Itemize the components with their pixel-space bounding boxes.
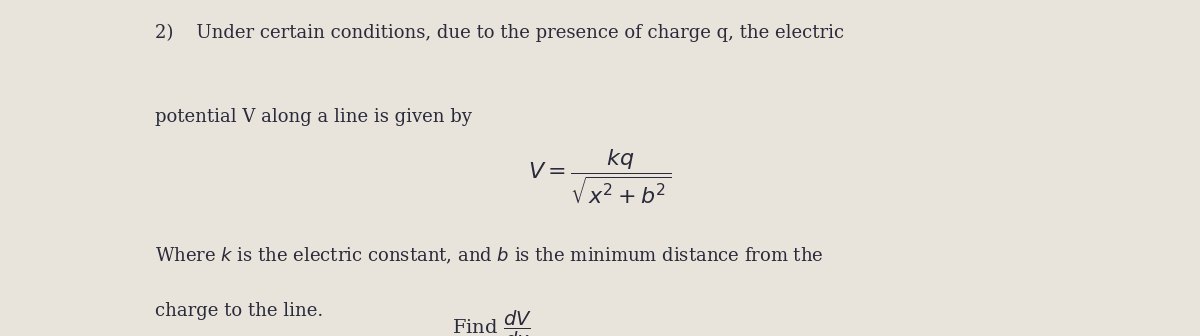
Text: charge to the line.: charge to the line.: [155, 302, 323, 321]
Text: Find $\dfrac{dV}{dx}$: Find $\dfrac{dV}{dx}$: [452, 309, 532, 336]
Text: Where $\mathit{k}$ is the electric constant, and $\mathit{b}$ is the minimum dis: Where $\mathit{k}$ is the electric const…: [155, 245, 823, 265]
Text: 2)    Under certain conditions, due to the presence of charge q, the electric: 2) Under certain conditions, due to the …: [155, 24, 844, 42]
Text: potential V along a line is given by: potential V along a line is given by: [155, 108, 472, 126]
Text: $V = \dfrac{kq}{\sqrt{x^2 + b^2}}$: $V = \dfrac{kq}{\sqrt{x^2 + b^2}}$: [528, 148, 672, 206]
